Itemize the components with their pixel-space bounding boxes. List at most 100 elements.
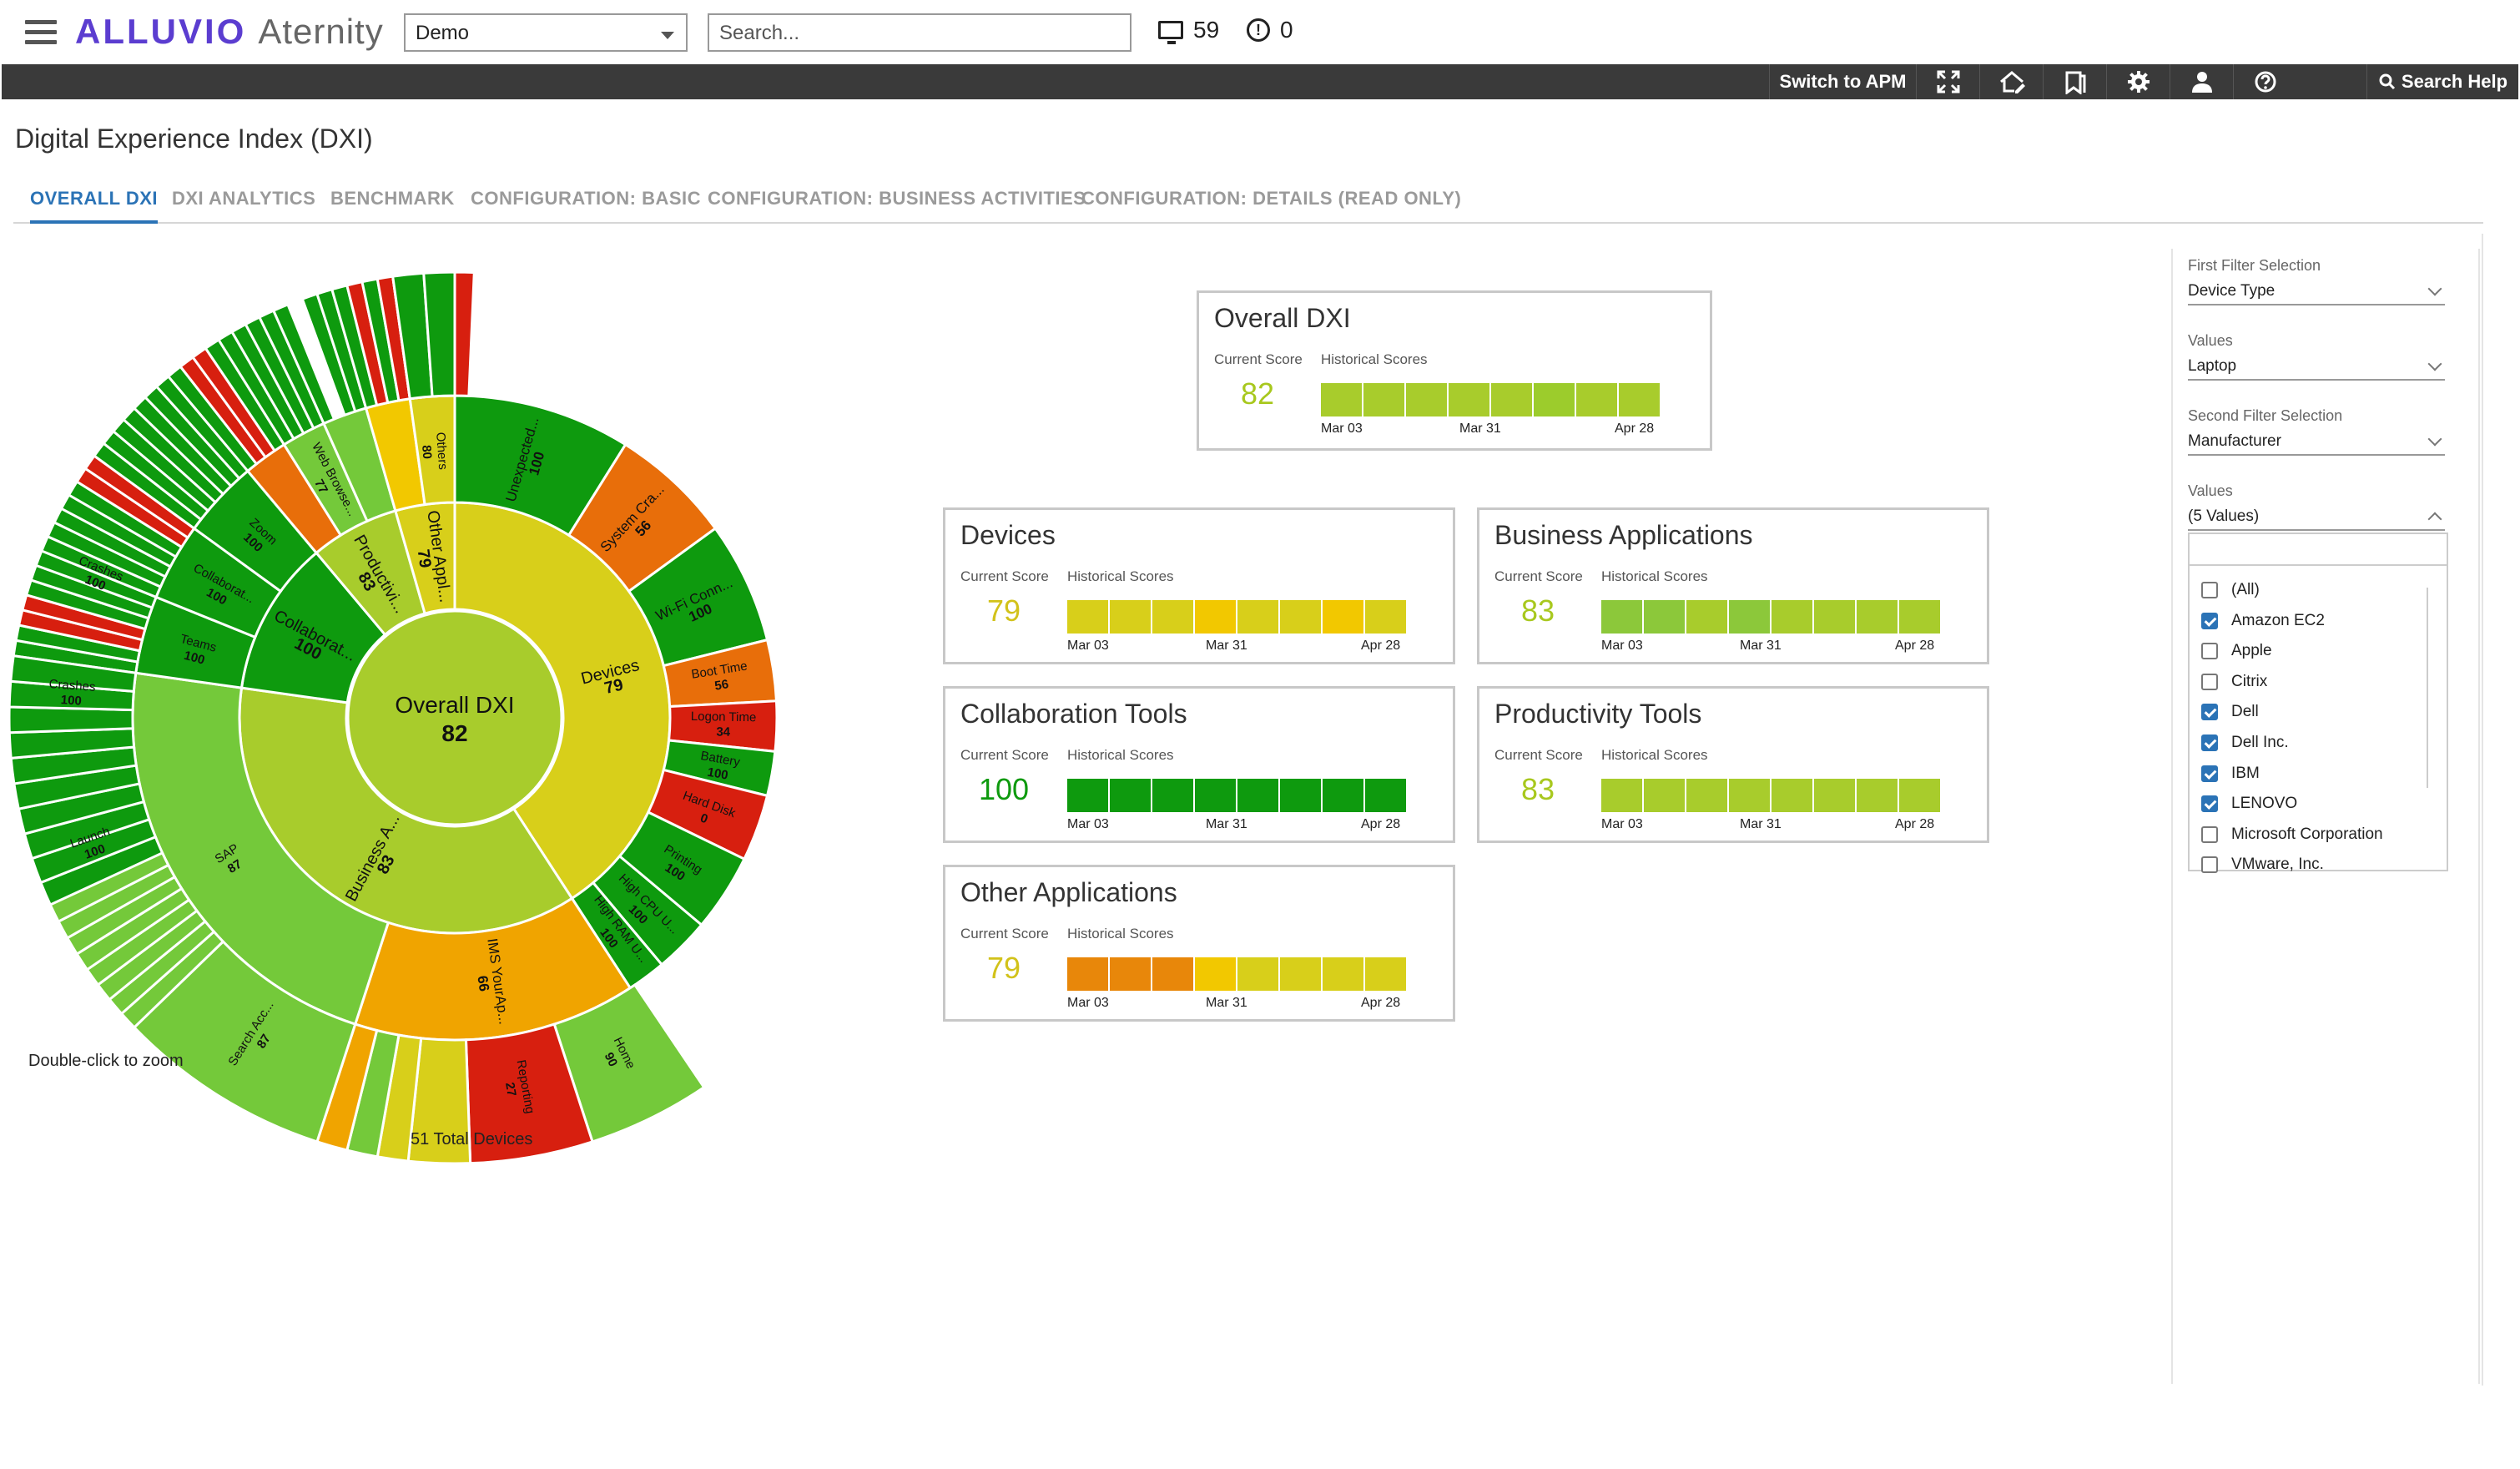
historical-scores-bar[interactable]: [1601, 600, 1940, 634]
collaboration-score-card[interactable]: Collaboration Tools Current Score Historic…: [943, 686, 1455, 843]
history-cell[interactable]: [1814, 600, 1857, 634]
historical-scores-bar[interactable]: [1067, 957, 1406, 991]
sunburst-segment[interactable]: [48, 851, 170, 924]
filter-option[interactable]: LENOVO: [2201, 791, 2297, 816]
tab-configuration-details[interactable]: CONFIGURATION: DETAILS (READ ONLY): [1081, 188, 1462, 209]
first-filter-select[interactable]: Device Type: [2188, 277, 2445, 305]
environment-select[interactable]: Demo: [404, 13, 688, 52]
history-cell[interactable]: [1067, 600, 1110, 634]
checkbox[interactable]: [2201, 673, 2218, 690]
filter-option[interactable]: Amazon EC2: [2201, 608, 2325, 634]
history-cell[interactable]: [1601, 600, 1644, 634]
history-cell[interactable]: [1619, 383, 1660, 416]
tab-benchmark[interactable]: BENCHMARK: [330, 188, 455, 209]
search-input[interactable]: Search...: [708, 13, 1131, 52]
home-edit-button[interactable]: [1979, 64, 2043, 99]
history-cell[interactable]: [1280, 779, 1323, 812]
history-cell[interactable]: [1110, 779, 1152, 812]
history-cell[interactable]: [1644, 779, 1686, 812]
history-cell[interactable]: [1857, 779, 1899, 812]
tab-configuration-business-activities[interactable]: CONFIGURATION: BUSINESS ACTIVITIES: [708, 188, 1086, 209]
values-search-input[interactable]: [2188, 533, 2448, 566]
sunburst-center[interactable]: [346, 609, 563, 826]
tab-configuration-basic[interactable]: CONFIGURATION: BASIC: [471, 188, 702, 209]
history-cell[interactable]: [1576, 383, 1619, 416]
tab-overall-dxi[interactable]: OVERALL DXI: [30, 185, 159, 224]
checklist-scrollbar[interactable]: [2427, 588, 2428, 788]
sunburst-segment[interactable]: [8, 705, 134, 734]
filter-option[interactable]: Microsoft Corporation: [2201, 822, 2383, 847]
history-cell[interactable]: [1729, 600, 1772, 634]
historical-scores-bar[interactable]: [1601, 779, 1940, 812]
history-cell[interactable]: [1280, 957, 1323, 991]
filter-option[interactable]: Citrix: [2201, 669, 2267, 694]
history-cell[interactable]: [1280, 600, 1323, 634]
sunburst-segment[interactable]: [453, 270, 476, 397]
history-cell[interactable]: [1899, 600, 1940, 634]
checkbox[interactable]: [2201, 856, 2218, 874]
history-cell[interactable]: [1686, 600, 1729, 634]
history-cell[interactable]: [1772, 779, 1814, 812]
history-cell[interactable]: [1534, 383, 1576, 416]
checkbox[interactable]: [2201, 825, 2218, 843]
checkbox[interactable]: [2201, 582, 2218, 598]
history-cell[interactable]: [1323, 600, 1365, 634]
devices-counter[interactable]: 59: [1158, 17, 1219, 44]
brand-logo[interactable]: ALLUVIO Aternity: [75, 12, 384, 52]
history-cell[interactable]: [1644, 600, 1686, 634]
checkbox[interactable]: [2201, 704, 2218, 721]
history-cell[interactable]: [1067, 957, 1110, 991]
checkbox[interactable]: [2201, 643, 2218, 660]
sunburst-segment[interactable]: [271, 302, 336, 426]
bookmark-button[interactable]: [2043, 64, 2106, 99]
filter-option[interactable]: Dell Inc.: [2201, 730, 2289, 755]
history-cell[interactable]: [1772, 600, 1814, 634]
other-score-card[interactable]: Other Applications Current Score Historica…: [943, 865, 1455, 1022]
history-cell[interactable]: [1067, 779, 1110, 812]
history-cell[interactable]: [1491, 383, 1534, 416]
checkbox[interactable]: [2201, 734, 2218, 751]
history-cell[interactable]: [1152, 779, 1195, 812]
history-cell[interactable]: [1152, 957, 1195, 991]
historical-scores-bar[interactable]: [1321, 383, 1660, 416]
filter-option[interactable]: (All): [2201, 578, 2260, 603]
history-cell[interactable]: [1195, 600, 1237, 634]
checkbox[interactable]: [2201, 765, 2218, 782]
switch-to-apm-button[interactable]: Switch to APM: [1769, 64, 1916, 99]
history-cell[interactable]: [1686, 779, 1729, 812]
history-cell[interactable]: [1729, 779, 1772, 812]
historical-scores-bar[interactable]: [1067, 779, 1406, 812]
help-button[interactable]: [2233, 64, 2296, 99]
history-cell[interactable]: [1321, 383, 1363, 416]
values-2-select[interactable]: (5 Values): [2188, 502, 2445, 531]
history-cell[interactable]: [1857, 600, 1899, 634]
alerts-counter[interactable]: ! 0: [1247, 17, 1293, 43]
business-score-card[interactable]: Business Applications Current Score Histor…: [1477, 507, 1989, 664]
settings-button[interactable]: [2106, 64, 2170, 99]
history-cell[interactable]: [1195, 779, 1237, 812]
filter-option[interactable]: Dell: [2201, 699, 2259, 724]
devices-score-card[interactable]: Devices Current Score Historical Scores 79 M…: [943, 507, 1455, 664]
history-cell[interactable]: [1110, 957, 1152, 991]
sunburst-segment[interactable]: [9, 654, 138, 693]
historical-scores-bar[interactable]: [1067, 600, 1406, 634]
productivity-score-card[interactable]: Productivity Tools Current Score Historica…: [1477, 686, 1989, 843]
filter-option[interactable]: Apple: [2201, 639, 2272, 664]
history-cell[interactable]: [1363, 383, 1406, 416]
tab-dxi-analytics[interactable]: DXI ANALYTICS: [172, 188, 316, 209]
history-cell[interactable]: [1814, 779, 1857, 812]
history-cell[interactable]: [1237, 957, 1280, 991]
history-cell[interactable]: [1601, 779, 1644, 812]
history-cell[interactable]: [1365, 600, 1406, 634]
overall-score-card[interactable]: Overall DXI Current Score Historical Score…: [1197, 290, 1712, 451]
history-cell[interactable]: [1237, 600, 1280, 634]
history-cell[interactable]: [1365, 957, 1406, 991]
history-cell[interactable]: [1899, 779, 1940, 812]
history-cell[interactable]: [1449, 383, 1491, 416]
user-button[interactable]: [2170, 64, 2233, 99]
filter-option[interactable]: VMware, Inc.: [2201, 852, 2324, 877]
history-cell[interactable]: [1323, 957, 1365, 991]
history-cell[interactable]: [1110, 600, 1152, 634]
fullscreen-button[interactable]: [1916, 64, 1979, 99]
